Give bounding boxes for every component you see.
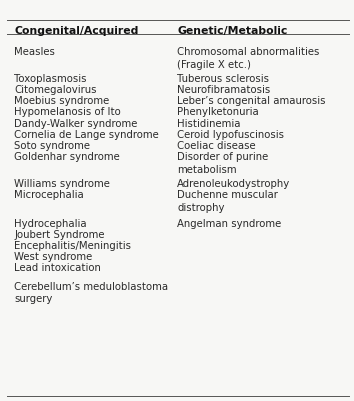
Text: Citomegalovirus: Citomegalovirus [14, 85, 97, 95]
Text: Hypomelanosis of Ito: Hypomelanosis of Ito [14, 107, 121, 117]
Text: Angelman syndrome: Angelman syndrome [177, 219, 281, 229]
Text: Hydrocephalia: Hydrocephalia [14, 219, 87, 229]
Text: Duchenne muscular
distrophy: Duchenne muscular distrophy [177, 190, 278, 213]
Text: Moebius syndrome: Moebius syndrome [14, 96, 109, 106]
Text: Williams syndrome: Williams syndrome [14, 179, 110, 189]
Text: Microcephalia: Microcephalia [14, 190, 84, 200]
Text: Adrenoleukodystrophy: Adrenoleukodystrophy [177, 179, 290, 189]
Text: Cerebellum’s meduloblastoma
surgery: Cerebellum’s meduloblastoma surgery [14, 282, 168, 304]
Text: Soto syndrome: Soto syndrome [14, 141, 90, 151]
Text: Measles: Measles [14, 47, 55, 57]
Text: Tuberous sclerosis: Tuberous sclerosis [177, 74, 269, 84]
Text: Chromosomal abnormalities
(Fragile X etc.): Chromosomal abnormalities (Fragile X etc… [177, 47, 319, 70]
Text: Encephalitis/Meningitis: Encephalitis/Meningitis [14, 241, 131, 251]
Text: Neurofibramatosis: Neurofibramatosis [177, 85, 270, 95]
Text: Goldenhar syndrome: Goldenhar syndrome [14, 152, 120, 162]
Text: Congenital/Acquired: Congenital/Acquired [14, 26, 138, 36]
Text: Phenylketonuria: Phenylketonuria [177, 107, 259, 117]
Text: Cornelia de Lange syndrome: Cornelia de Lange syndrome [14, 130, 159, 140]
Text: Disorder of purine
metabolism: Disorder of purine metabolism [177, 152, 268, 175]
Text: Genetic/Metabolic: Genetic/Metabolic [177, 26, 287, 36]
Text: Joubert Syndrome: Joubert Syndrome [14, 230, 105, 240]
Text: Lead intoxication: Lead intoxication [14, 263, 101, 273]
Text: West syndrome: West syndrome [14, 252, 92, 262]
Text: Ceroid lypofuscinosis: Ceroid lypofuscinosis [177, 130, 284, 140]
Text: Coeliac disease: Coeliac disease [177, 141, 256, 151]
Text: Leber’s congenital amaurosis: Leber’s congenital amaurosis [177, 96, 325, 106]
Text: Histidinemia: Histidinemia [177, 119, 240, 129]
Text: Dandy-Walker syndrome: Dandy-Walker syndrome [14, 119, 138, 129]
Text: Toxoplasmosis: Toxoplasmosis [14, 74, 87, 84]
